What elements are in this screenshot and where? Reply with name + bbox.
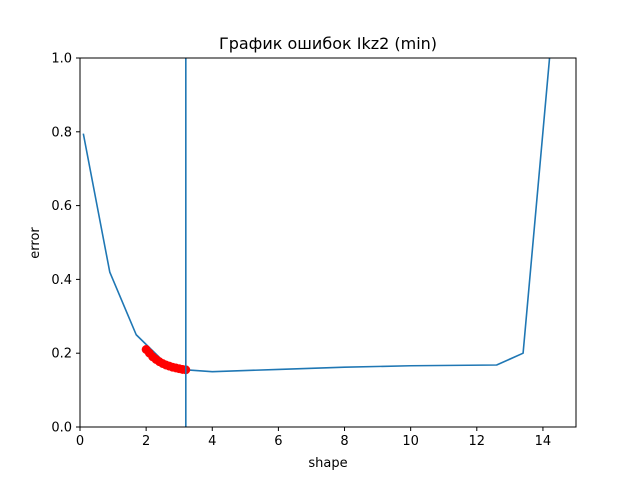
x-tick-label: 0 [76,434,84,449]
x-tick-label: 4 [208,434,216,449]
axes-frame [79,57,577,428]
x-axis-label: shape [308,456,347,471]
y-tick-label: 0.4 [51,273,72,288]
plot-area: 0 2 4 6 8 10 12 14 0.0 0.2 0.4 0.6 0.8 1.0 [51,52,577,449]
x-tick-label: 2 [142,434,150,449]
x-tick-label: 14 [535,434,552,449]
y-axis-label: error [28,227,43,259]
x-tick-label: 12 [469,434,486,449]
y-tick-label: 0.6 [51,199,72,214]
x-tick-label: 8 [340,434,348,449]
y-tick-label: 0.0 [51,421,72,436]
chart-title: График ошибок Ikz2 (min) [219,34,437,53]
data-layer [82,58,551,427]
x-tick-label: 6 [274,434,282,449]
series-line-0 [82,58,551,373]
y-tick-label: 0.8 [51,125,72,140]
y-tick-label: 0.2 [51,347,72,362]
x-tick-label: 10 [402,434,419,449]
y-tick-label: 1.0 [51,52,72,67]
